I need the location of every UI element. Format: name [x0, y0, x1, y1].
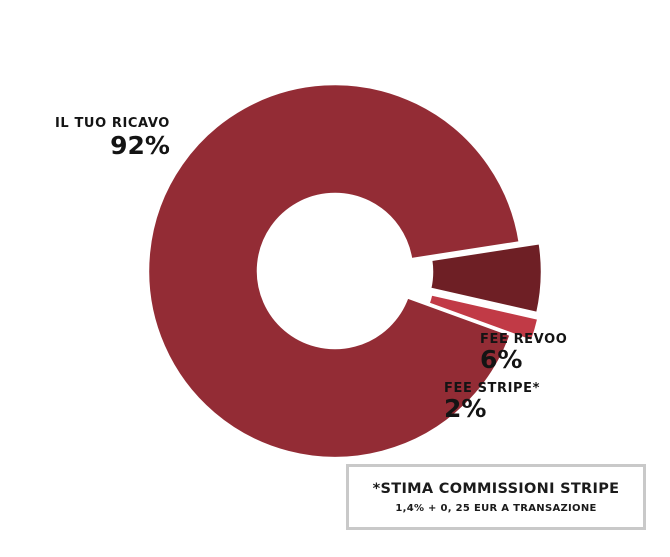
slice-label-ricavo: IL TUO RICAVO 92% — [55, 116, 170, 159]
slice-name-revoo: FEE REVOO — [480, 332, 568, 347]
slice-ricavo — [146, 82, 522, 460]
slice-label-stripe: FEE STRIPE* 2% — [444, 381, 540, 422]
note-title: *STIMA COMMISSIONI STRIPE — [372, 481, 620, 497]
slice-label-revoo: FEE REVOO 6% — [480, 332, 567, 373]
slice-stripe — [427, 293, 540, 343]
slice-revoo — [428, 241, 544, 315]
slice-name-ricavo: IL TUO RICAVO — [55, 116, 170, 131]
slice-value-stripe: 2% — [444, 394, 487, 423]
slice-name-stripe: FEE STRIPE* — [444, 381, 541, 396]
slice-value-revoo: 6% — [480, 345, 523, 374]
note-subtitle: 1,4% + 0, 25 EUR A TRANSAZIONE — [395, 503, 597, 514]
stripe-fee-note: *STIMA COMMISSIONI STRIPE 1,4% + 0, 25 E… — [346, 464, 646, 530]
slice-value-ricavo: 92% — [110, 131, 170, 160]
